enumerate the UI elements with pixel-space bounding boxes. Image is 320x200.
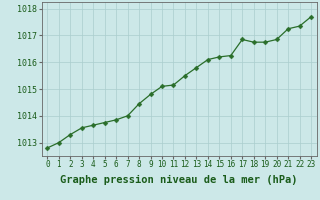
- X-axis label: Graphe pression niveau de la mer (hPa): Graphe pression niveau de la mer (hPa): [60, 175, 298, 185]
